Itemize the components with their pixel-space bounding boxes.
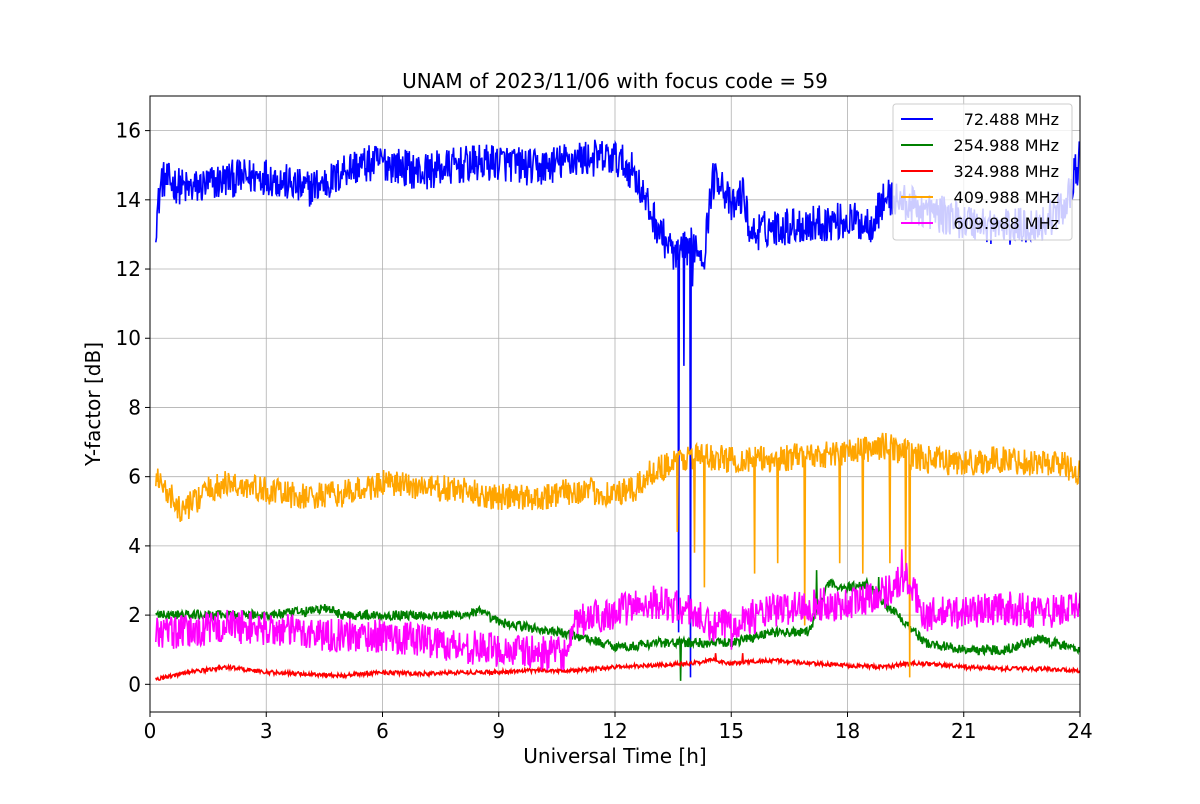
series-line bbox=[155, 432, 1080, 678]
legend-label: 409.988 MHz bbox=[954, 188, 1059, 207]
y-tick-label: 12 bbox=[116, 257, 141, 281]
y-tick-label: 4 bbox=[128, 534, 141, 558]
legend-box bbox=[892, 103, 1073, 241]
legend-label: 72.488 MHz bbox=[964, 110, 1059, 129]
x-tick-label: 3 bbox=[260, 719, 273, 743]
y-tick-label: 8 bbox=[128, 395, 141, 419]
legend-label: 324.988 MHz bbox=[954, 162, 1059, 181]
y-tick-label: 10 bbox=[116, 326, 141, 350]
y-tick-label: 0 bbox=[128, 672, 141, 696]
x-tick-label: 6 bbox=[376, 719, 389, 743]
x-tick-label: 0 bbox=[144, 719, 157, 743]
y-tick-label: 2 bbox=[128, 603, 141, 627]
series-line bbox=[155, 549, 1080, 671]
series-line bbox=[155, 653, 1080, 681]
y-tick-label: 6 bbox=[128, 465, 141, 489]
series-line bbox=[155, 570, 1080, 681]
legend-label: 609.988 MHz bbox=[954, 214, 1059, 233]
y-tick-label: 14 bbox=[116, 188, 141, 212]
y-axis-label: Y-factor [dB] bbox=[81, 342, 105, 467]
x-tick-label: 9 bbox=[492, 719, 505, 743]
x-axis-label: Universal Time [h] bbox=[523, 744, 706, 768]
x-tick-label: 21 bbox=[951, 719, 976, 743]
chart-title: UNAM of 2023/11/06 with focus code = 59 bbox=[402, 69, 828, 93]
legend: 72.488 MHz 254.988 MHz 324.988 MHz 409.988 … bbox=[892, 103, 1073, 241]
x-tick-label: 12 bbox=[602, 719, 627, 743]
x-tick-label: 18 bbox=[835, 719, 860, 743]
x-tick-label: 15 bbox=[719, 719, 744, 743]
x-tick-label: 24 bbox=[1067, 719, 1092, 743]
y-tick-label: 16 bbox=[116, 119, 141, 143]
legend-label: 254.988 MHz bbox=[954, 136, 1059, 155]
